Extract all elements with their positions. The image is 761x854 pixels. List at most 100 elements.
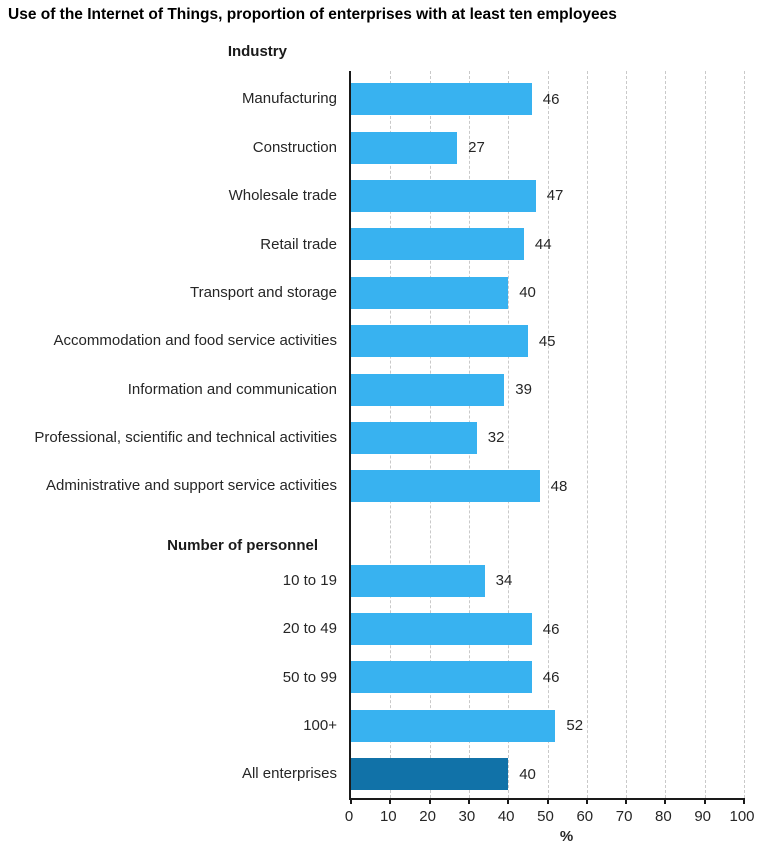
value-label: 32 xyxy=(487,429,505,447)
x-axis-tick-label: 60 xyxy=(576,808,594,825)
bar-track: 45 xyxy=(351,317,744,365)
value-label: 44 xyxy=(534,235,552,253)
x-axis-tick-label: 70 xyxy=(615,808,633,825)
bar-row: Professional, scientific and technical a… xyxy=(0,414,761,462)
bar-row: 20 to 49 46 xyxy=(0,605,761,653)
bar-track: 48 xyxy=(351,462,744,510)
bar-track: 40 xyxy=(351,750,744,798)
bar-track: 52 xyxy=(351,702,744,750)
gridline xyxy=(586,71,588,798)
gridline xyxy=(665,71,667,798)
x-axis-tick-label: 40 xyxy=(497,808,515,825)
x-axis-tick-label: 80 xyxy=(655,808,672,825)
chart-title: Use of the Internet of Things, proportio… xyxy=(8,6,617,23)
x-axis-tick xyxy=(546,798,549,804)
gridline xyxy=(547,71,549,798)
bar-row: 10 to 19 34 xyxy=(0,557,761,605)
bar-row: Transport and storage 40 xyxy=(0,269,761,317)
value-label: 47 xyxy=(546,187,564,205)
category-label: 100+ xyxy=(303,717,337,735)
x-axis-tick xyxy=(428,798,431,804)
bar-track: 32 xyxy=(351,414,744,462)
bar-row: Retail trade 44 xyxy=(0,220,761,268)
bar xyxy=(351,709,556,742)
category-label: Construction xyxy=(252,138,337,156)
category-label: Accommodation and food service activitie… xyxy=(53,332,337,350)
x-axis-tick xyxy=(350,798,352,804)
x-axis-tick-label: 100 xyxy=(729,808,755,825)
group-header: Number of personnel xyxy=(167,536,318,554)
value-label: 39 xyxy=(515,381,532,399)
category-label: All enterprises xyxy=(241,765,337,783)
group-header: Industry xyxy=(227,42,287,60)
bar xyxy=(351,276,509,309)
x-axis-tick xyxy=(703,798,706,804)
category-label: Manufacturing xyxy=(241,90,337,108)
value-label: 34 xyxy=(495,572,513,590)
x-axis-tick xyxy=(507,798,510,804)
category-label: 20 to 49 xyxy=(282,620,337,638)
category-label: Transport and storage xyxy=(189,283,337,301)
x-axis-tick xyxy=(467,798,470,804)
x-axis-tick xyxy=(389,798,392,804)
bar-row: Administrative and support service activ… xyxy=(0,462,761,510)
x-axis-tick-label: 10 xyxy=(379,808,397,825)
value-label: 40 xyxy=(519,284,536,302)
category-label: Information and communication xyxy=(127,380,337,398)
bar-track: 44 xyxy=(351,220,744,268)
gridline xyxy=(508,71,510,798)
x-axis-tick xyxy=(585,798,588,804)
bar-track: 40 xyxy=(351,269,744,317)
bar-row: Wholesale trade 47 xyxy=(0,172,761,220)
value-label: 46 xyxy=(542,90,560,108)
category-label: Professional, scientific and technical a… xyxy=(34,429,337,447)
bar-row: 50 to 99 46 xyxy=(0,653,761,701)
bar-track: 46 xyxy=(351,653,744,701)
bar-row: Accommodation and food service activitie… xyxy=(0,317,761,365)
x-axis-tick xyxy=(625,798,628,804)
value-label: 46 xyxy=(542,668,560,686)
bar-track: 46 xyxy=(351,605,744,653)
category-label: Wholesale trade xyxy=(228,187,337,205)
bar xyxy=(351,373,505,406)
bar-track: 34 xyxy=(351,557,744,605)
bar-track: 46 xyxy=(351,75,744,123)
gridline xyxy=(626,71,628,798)
value-label: 46 xyxy=(542,620,560,638)
x-axis-tick-label: 90 xyxy=(694,808,712,825)
chart-rows: Industry Manufacturing 46 Construction 27 Who… xyxy=(0,27,761,798)
gridline xyxy=(744,71,745,798)
bar-track: 47 xyxy=(351,172,744,220)
bar xyxy=(351,661,532,694)
bar-row: Construction 27 xyxy=(0,123,761,171)
x-axis-title: % xyxy=(559,828,574,845)
category-label: 10 to 19 xyxy=(282,571,337,589)
x-axis-tick-label: 30 xyxy=(458,808,476,825)
x-axis-tick xyxy=(664,798,667,804)
category-label: Administrative and support service activ… xyxy=(46,477,337,495)
value-label: 45 xyxy=(538,332,556,350)
bar-row: All enterprises 40 xyxy=(0,750,761,798)
bar xyxy=(351,758,509,791)
bar xyxy=(351,421,477,454)
bar xyxy=(351,131,458,164)
bar xyxy=(351,179,536,212)
bar xyxy=(351,613,532,646)
value-label: 40 xyxy=(519,765,536,783)
bar xyxy=(351,228,524,261)
gridline xyxy=(704,71,706,798)
bar xyxy=(351,83,532,116)
bar-row: 100+ 52 xyxy=(0,702,761,750)
value-label: 48 xyxy=(550,477,568,495)
category-label: 50 to 99 xyxy=(282,668,337,686)
value-label: 52 xyxy=(566,717,584,735)
x-axis-tick-label: 50 xyxy=(537,808,554,825)
bar-row: Information and communication 39 xyxy=(0,365,761,413)
x-axis-tick xyxy=(743,798,745,804)
bar xyxy=(351,470,540,503)
value-label: 27 xyxy=(468,139,485,157)
bar-track: 27 xyxy=(351,123,744,171)
bar xyxy=(351,564,485,597)
bar-row: Manufacturing 46 xyxy=(0,75,761,123)
